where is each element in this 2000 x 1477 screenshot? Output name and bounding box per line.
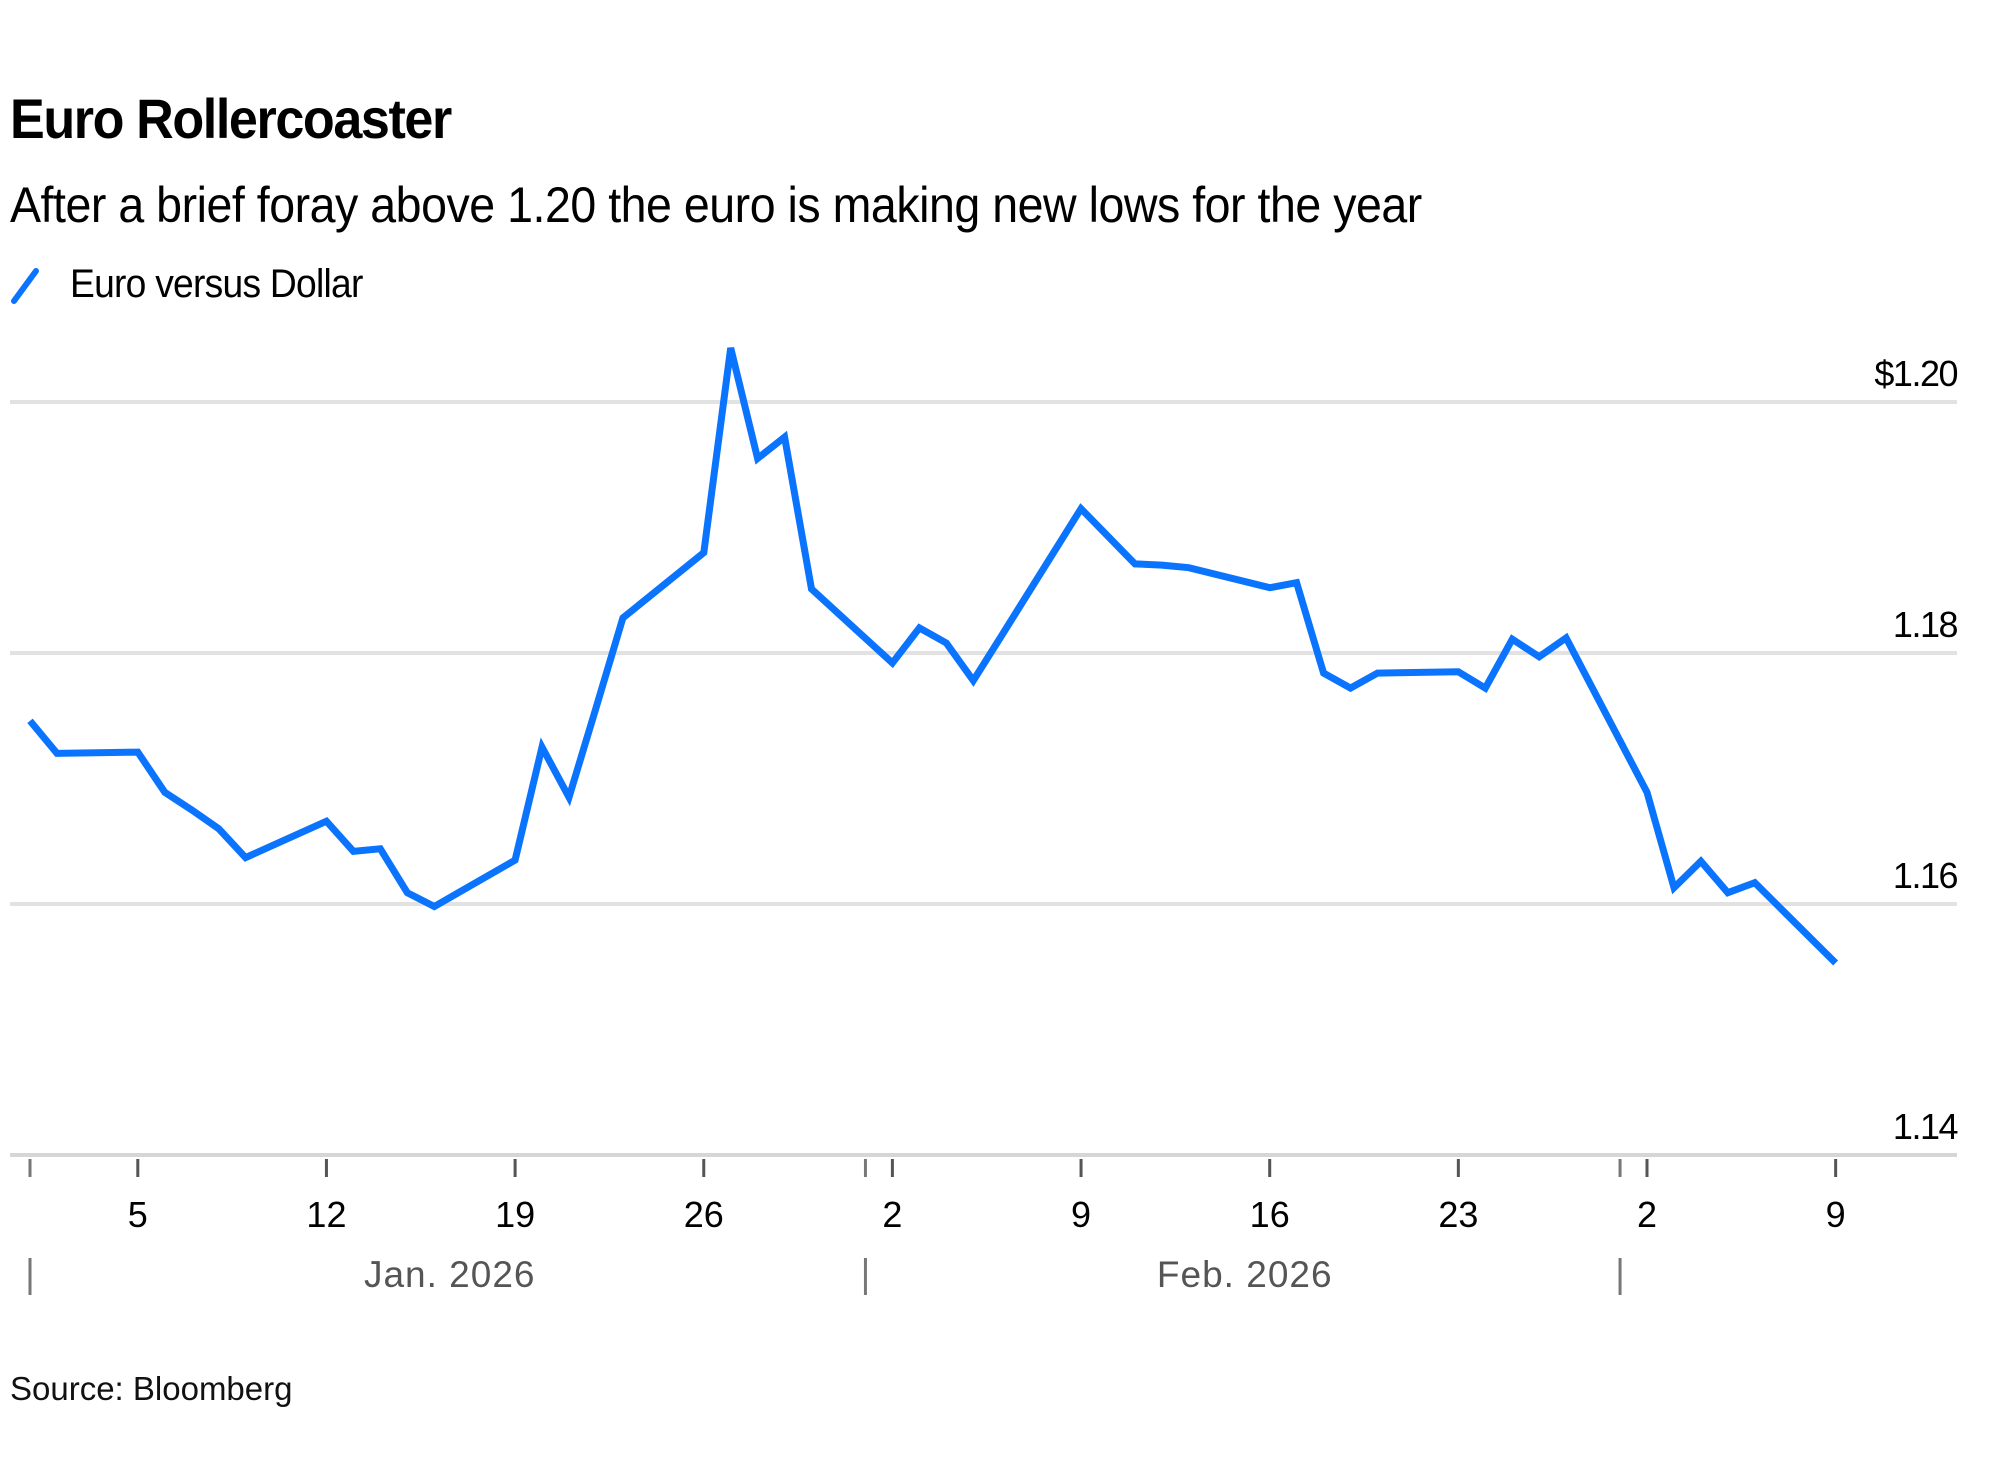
- x-tick-label: 9: [1071, 1194, 1091, 1235]
- x-tick-label: 9: [1826, 1194, 1846, 1235]
- chart-subtitle: After a brief foray above 1.20 the euro …: [10, 177, 1422, 233]
- gridlines: [10, 400, 1957, 1157]
- x-tick-label: 16: [1250, 1194, 1290, 1235]
- chart-title: Euro Rollercoaster: [10, 87, 452, 150]
- legend: Euro versus Dollar: [10, 262, 385, 307]
- legend-swatch-icon: [11, 267, 39, 304]
- y-tick-label: 1.18: [1893, 604, 1958, 645]
- x-tick-label: 23: [1438, 1194, 1478, 1235]
- y-tick-label: 1.14: [1893, 1106, 1958, 1147]
- month-label: Feb. 2026: [1157, 1254, 1333, 1295]
- y-tick-label: 1.16: [1893, 855, 1958, 896]
- x-tick-label: 12: [306, 1194, 346, 1235]
- legend-label: Euro versus Dollar: [70, 262, 363, 306]
- series-layer: [27, 347, 1839, 966]
- x-tick-label: 5: [128, 1194, 148, 1235]
- series-line-euro-versus-dollar: [27, 347, 1839, 966]
- x-tick-label: 26: [684, 1194, 724, 1235]
- y-tick-label: $1.20: [1874, 353, 1957, 394]
- x-tick-label: 2: [1637, 1194, 1657, 1235]
- month-label: Jan. 2026: [364, 1254, 536, 1295]
- x-axis: 5 12 19 26 2 9 16 23 2 9 Jan. 2026 Feb. 2026: [28, 1159, 1846, 1295]
- y-axis-labels: $1.20 1.18 1.16 1.14: [1874, 353, 1959, 1147]
- x-tick-label: 19: [495, 1194, 535, 1235]
- source-note: Source: Bloomberg: [10, 1370, 293, 1407]
- x-tick-label: 2: [882, 1194, 902, 1235]
